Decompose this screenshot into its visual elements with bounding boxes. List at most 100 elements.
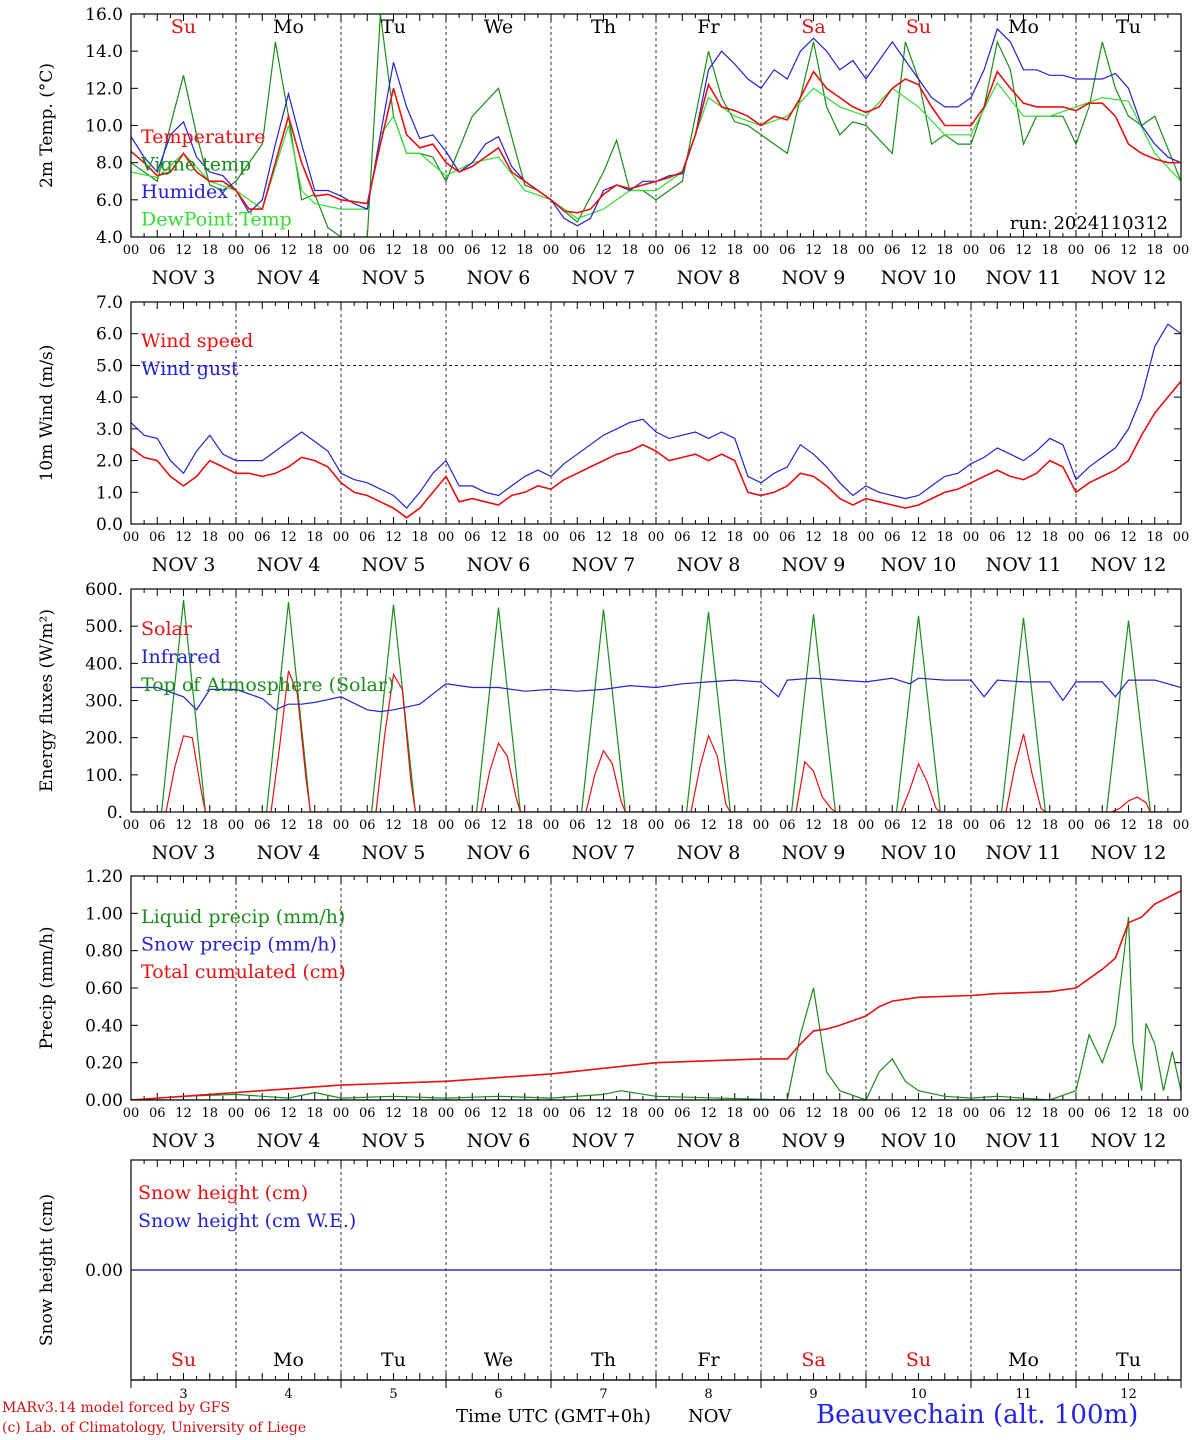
date-label: NOV 4 xyxy=(257,1130,321,1152)
hour-tick-label: 00 xyxy=(333,1106,350,1121)
hour-tick-label: 06 xyxy=(674,1106,691,1121)
hour-tick-label: 18 xyxy=(1146,530,1163,545)
y-tick-label: 16.0 xyxy=(85,5,123,25)
y-axis-label: Precip (mm/h) xyxy=(37,926,57,1049)
weekday-label: Mo xyxy=(273,1349,304,1371)
hour-tick-label: 18 xyxy=(936,243,953,258)
hour-tick-label: 06 xyxy=(1094,530,1111,545)
legend-entry: Total cumulated (cm) xyxy=(141,961,346,983)
weekday-label: Fr xyxy=(697,1349,720,1371)
date-label: NOV 7 xyxy=(572,842,636,864)
hour-tick-label: 00 xyxy=(858,243,875,258)
model-credit: MARv3.14 model forced by GFS xyxy=(2,1400,231,1416)
hour-tick-label: 18 xyxy=(306,1106,323,1121)
hour-tick-label: 06 xyxy=(254,243,271,258)
hour-tick-label: 06 xyxy=(779,243,796,258)
hour-tick-label: 12 xyxy=(280,243,297,258)
hour-tick-label: 00 xyxy=(123,530,140,545)
day-number: 4 xyxy=(284,1387,292,1402)
panel-frame xyxy=(130,301,1182,525)
y-tick-label: 4.0 xyxy=(96,228,123,248)
legend-entry: Liquid precip (mm/h) xyxy=(141,906,345,928)
hour-tick-label: 06 xyxy=(359,1106,376,1121)
date-label: NOV 3 xyxy=(152,267,216,289)
weekday-label: Tu xyxy=(1116,1349,1141,1371)
hour-tick-label: 18 xyxy=(726,818,743,833)
hour-tick-label: 18 xyxy=(516,1106,533,1121)
y-tick-label: 1.20 xyxy=(85,867,123,887)
y-tick-label: 7.0 xyxy=(96,293,123,313)
hour-tick-label: 18 xyxy=(936,530,953,545)
hour-tick-label: 00 xyxy=(543,530,560,545)
hour-tick-label: 06 xyxy=(674,818,691,833)
hour-tick-label: 00 xyxy=(753,243,770,258)
date-label: NOV 5 xyxy=(362,1130,426,1152)
hour-tick-label: 06 xyxy=(674,530,691,545)
hour-tick-label: 18 xyxy=(831,530,848,545)
hour-tick-label: 18 xyxy=(726,243,743,258)
hour-tick-label: 12 xyxy=(1015,818,1032,833)
date-label: NOV 8 xyxy=(677,1130,741,1152)
hour-tick-label: 18 xyxy=(306,818,323,833)
hour-tick-label: 06 xyxy=(779,530,796,545)
day-number: 3 xyxy=(179,1387,187,1402)
hour-tick-label: 12 xyxy=(1120,530,1137,545)
hour-tick-label: 00 xyxy=(1068,818,1085,833)
legend-entry: Snow height (cm) xyxy=(138,1182,308,1204)
hour-tick-label: 00 xyxy=(753,818,770,833)
hour-tick-label: 06 xyxy=(149,530,166,545)
y-tick-label: 0.60 xyxy=(85,979,123,999)
y-tick-label: 1.0 xyxy=(96,483,123,503)
hour-tick-label: 12 xyxy=(805,1106,822,1121)
hour-tick-label: 00 xyxy=(648,243,665,258)
y-tick-label: 300. xyxy=(85,692,123,712)
hour-tick-label: 06 xyxy=(989,818,1006,833)
date-label: NOV 9 xyxy=(782,842,846,864)
hour-tick-label: 00 xyxy=(438,243,455,258)
hour-tick-label: 12 xyxy=(595,1106,612,1121)
hour-tick-label: 12 xyxy=(595,243,612,258)
hour-tick-label: 00 xyxy=(963,1106,980,1121)
hour-tick-label: 06 xyxy=(359,243,376,258)
hour-tick-label: 00 xyxy=(438,818,455,833)
y-tick-label: 4.0 xyxy=(96,388,123,408)
y-tick-label: 6.0 xyxy=(96,325,123,345)
hour-tick-label: 12 xyxy=(595,530,612,545)
hour-tick-label: 12 xyxy=(385,1106,402,1121)
hour-tick-label: 18 xyxy=(831,818,848,833)
hour-tick-label: 00 xyxy=(123,1106,140,1121)
hour-tick-label: 18 xyxy=(621,818,638,833)
date-label: NOV 3 xyxy=(152,1130,216,1152)
hour-tick-label: 06 xyxy=(569,1106,586,1121)
hour-tick-label: 12 xyxy=(700,818,717,833)
date-label: NOV 11 xyxy=(986,1130,1062,1152)
date-label: NOV 4 xyxy=(257,554,321,576)
date-label: NOV 9 xyxy=(782,267,846,289)
hour-tick-label: 12 xyxy=(490,818,507,833)
hour-tick-label: 06 xyxy=(149,1106,166,1121)
y-tick-label: 0.80 xyxy=(85,942,123,962)
weekday-label: Su xyxy=(171,1349,196,1371)
hour-tick-label: 06 xyxy=(149,818,166,833)
day-number: 9 xyxy=(809,1387,817,1402)
hour-tick-label: 12 xyxy=(385,530,402,545)
hour-tick-label: 00 xyxy=(1068,530,1085,545)
day-number: 8 xyxy=(704,1387,712,1402)
panel-frame xyxy=(130,875,1182,1101)
hour-tick-label: 18 xyxy=(201,530,218,545)
hour-tick-label: 12 xyxy=(595,818,612,833)
weekday-label: Tu xyxy=(381,1349,406,1371)
date-label: NOV 3 xyxy=(152,554,216,576)
weekday-label: We xyxy=(484,16,513,38)
date-label: NOV 5 xyxy=(362,554,426,576)
hour-tick-label: 00 xyxy=(858,818,875,833)
hour-tick-label: 18 xyxy=(1146,818,1163,833)
hour-tick-label: 06 xyxy=(254,1106,271,1121)
hour-tick-label: 00 xyxy=(648,530,665,545)
hour-tick-label: 12 xyxy=(175,243,192,258)
hour-tick-label: 00 xyxy=(1173,243,1190,258)
hour-tick-label: 00 xyxy=(228,1106,245,1121)
date-label: NOV 5 xyxy=(362,842,426,864)
series-line xyxy=(131,380,1181,519)
y-tick-label: 200. xyxy=(85,729,123,749)
